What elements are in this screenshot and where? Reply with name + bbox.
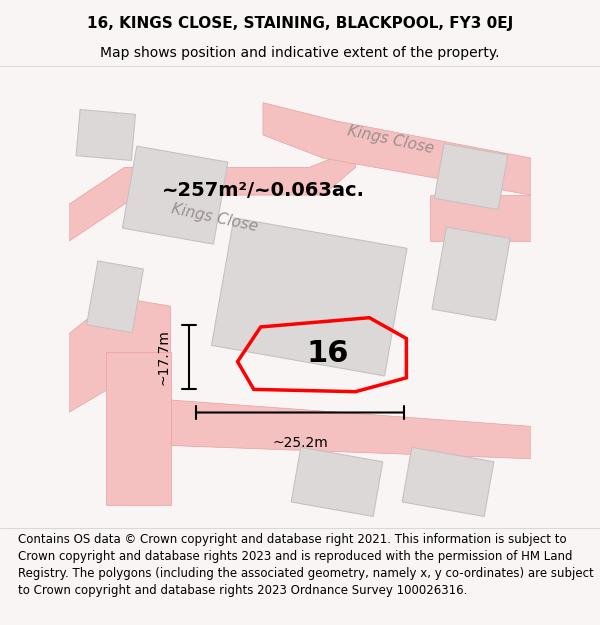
Text: ~25.2m: ~25.2m [272, 436, 328, 449]
Text: ~17.7m: ~17.7m [157, 329, 170, 385]
Text: Contains OS data © Crown copyright and database right 2021. This information is : Contains OS data © Crown copyright and d… [18, 533, 594, 597]
Polygon shape [152, 399, 531, 459]
Text: Kings Close: Kings Close [346, 123, 436, 156]
Text: 16, KINGS CLOSE, STAINING, BLACKPOOL, FY3 0EJ: 16, KINGS CLOSE, STAINING, BLACKPOOL, FY… [87, 16, 513, 31]
Text: 16: 16 [307, 339, 349, 368]
Polygon shape [211, 218, 407, 376]
Polygon shape [122, 146, 228, 244]
Polygon shape [76, 109, 136, 161]
Text: Kings Close: Kings Close [170, 202, 260, 235]
Polygon shape [402, 448, 494, 516]
Polygon shape [106, 352, 170, 505]
Polygon shape [86, 261, 143, 332]
Polygon shape [69, 297, 170, 412]
Polygon shape [69, 149, 355, 241]
Polygon shape [434, 144, 508, 209]
Polygon shape [291, 448, 383, 516]
Polygon shape [432, 227, 510, 321]
Text: Map shows position and indicative extent of the property.: Map shows position and indicative extent… [100, 46, 500, 60]
Text: ~257m²/~0.063ac.: ~257m²/~0.063ac. [161, 181, 365, 200]
Polygon shape [430, 195, 531, 241]
Polygon shape [263, 102, 531, 195]
